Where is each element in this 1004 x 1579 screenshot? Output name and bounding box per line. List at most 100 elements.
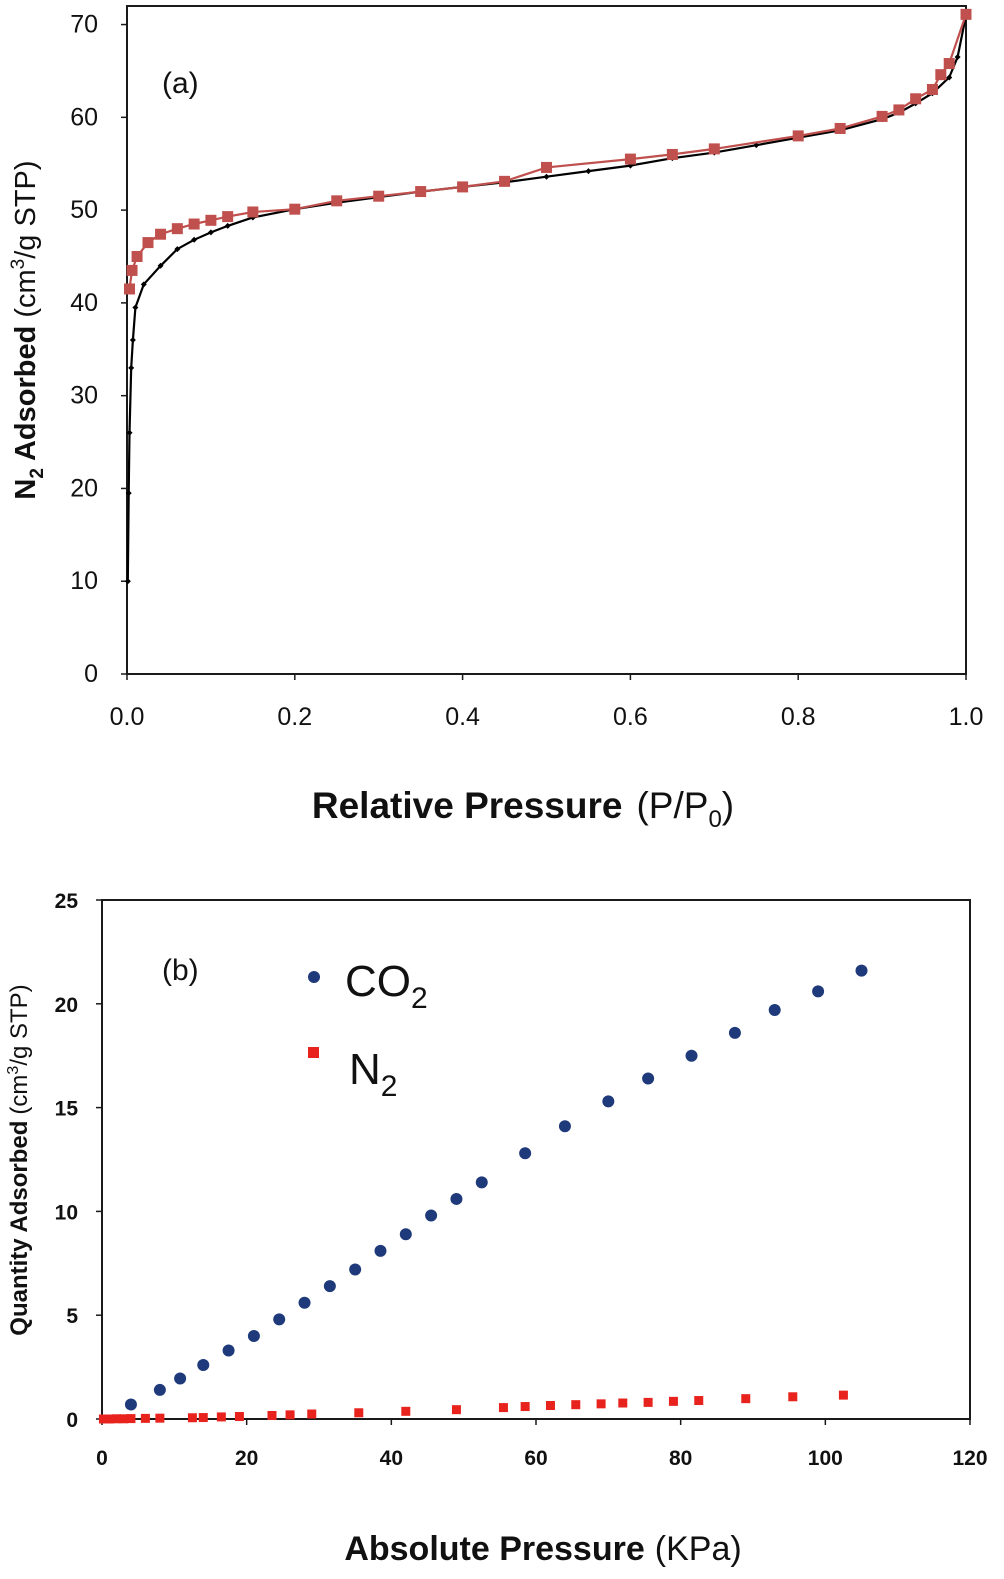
data-point xyxy=(694,1396,704,1406)
data-point xyxy=(132,304,139,311)
data-point xyxy=(267,1410,277,1420)
data-point xyxy=(354,1408,364,1418)
data-point xyxy=(373,190,385,202)
data-point xyxy=(910,93,922,105)
data-point xyxy=(98,1414,108,1424)
y-tick-label: 5 xyxy=(66,1305,78,1328)
data-point xyxy=(425,1209,438,1222)
x-tick-label: 60 xyxy=(524,1447,547,1470)
x-tick-label: 80 xyxy=(669,1447,692,1470)
data-point xyxy=(323,1280,336,1293)
data-point xyxy=(812,985,825,998)
data-point xyxy=(349,1263,362,1276)
series-n2 xyxy=(98,1390,848,1424)
data-point xyxy=(126,264,138,276)
data-point xyxy=(111,1414,121,1424)
y-tick-label: 60 xyxy=(70,103,98,131)
panel-label-a: (a) xyxy=(162,67,199,100)
x-tick-label: 0.8 xyxy=(781,703,816,731)
data-point xyxy=(188,218,200,230)
x-tick-label: 120 xyxy=(952,1447,987,1470)
data-point xyxy=(642,1072,655,1085)
data-point xyxy=(954,54,961,61)
y-tick-label: 30 xyxy=(70,382,98,410)
data-point xyxy=(273,1313,286,1326)
series-line-adsorption xyxy=(126,15,968,582)
y-tick-label: 10 xyxy=(70,567,98,595)
data-point xyxy=(450,1192,463,1205)
plot-frame-a xyxy=(126,5,967,675)
data-point xyxy=(140,1413,150,1423)
data-point xyxy=(893,104,905,116)
data-point xyxy=(126,1414,136,1424)
data-point xyxy=(926,84,938,95)
data-point xyxy=(207,229,214,236)
data-point xyxy=(331,195,343,207)
data-point xyxy=(157,262,164,269)
data-point xyxy=(171,223,183,235)
data-point xyxy=(728,1026,741,1039)
data-point xyxy=(943,58,955,70)
data-point xyxy=(197,1359,210,1372)
x-tick-label: 0.2 xyxy=(277,703,312,731)
chart-panel-b: 0 20 40 60 80 100 120 0 5 10 15 20 25 (b) CO2 N2 Abs… xyxy=(5,890,988,1568)
data-point xyxy=(128,364,135,371)
data-point xyxy=(205,214,217,226)
data-point xyxy=(768,1004,781,1017)
y-tick-label: 20 xyxy=(55,994,78,1017)
data-point xyxy=(741,1394,751,1404)
data-point xyxy=(374,1244,387,1257)
data-point xyxy=(415,186,427,198)
legend-label-n2: N2 xyxy=(349,1045,397,1103)
data-point xyxy=(289,203,301,215)
x-tick-label: 0.6 xyxy=(613,703,648,731)
data-point xyxy=(792,130,804,142)
x-tick-label: 0.4 xyxy=(445,703,480,731)
data-point xyxy=(224,222,231,229)
data-point xyxy=(960,8,972,20)
data-point xyxy=(545,1401,555,1411)
x-axis-title-a: Relative Pressure (P/P0) xyxy=(312,785,734,833)
data-point xyxy=(124,1398,137,1411)
data-point xyxy=(666,148,678,160)
data-point xyxy=(222,1344,235,1357)
plot-frame-b xyxy=(101,899,971,1420)
data-point xyxy=(618,1398,628,1408)
data-point xyxy=(153,1383,166,1396)
data-point xyxy=(131,251,143,262)
y-tick-label: 70 xyxy=(70,11,98,39)
data-point xyxy=(104,1414,114,1424)
y-tick-label: 0 xyxy=(84,660,98,688)
series-co2 xyxy=(124,964,868,1411)
data-point xyxy=(222,211,234,223)
y-tick-label: 15 xyxy=(55,1098,79,1121)
data-point xyxy=(187,1413,197,1423)
y-tick-label: 20 xyxy=(70,474,98,502)
chart-panel-a: 0.0 0.2 0.4 0.6 0.8 1.0 0 10 20 30 40 50 60 70 (a) Re… xyxy=(8,5,983,833)
data-point xyxy=(155,1413,165,1423)
y-tick-label: 0 xyxy=(66,1409,78,1432)
data-point xyxy=(451,1405,461,1415)
data-point xyxy=(124,283,136,295)
data-point xyxy=(585,168,592,175)
legend-b: CO2 N2 xyxy=(308,957,428,1103)
data-point xyxy=(129,337,136,343)
y-tick-label: 40 xyxy=(70,289,98,317)
series-desorption xyxy=(124,8,972,295)
series-group-a xyxy=(124,8,972,585)
data-point xyxy=(558,1120,571,1133)
y-tick-label: 50 xyxy=(70,196,98,224)
data-point xyxy=(216,1412,226,1422)
data-point xyxy=(124,578,131,585)
data-point xyxy=(541,161,552,173)
data-point xyxy=(838,1390,848,1400)
x-tick-label: 40 xyxy=(380,1447,403,1470)
x-tick-label: 0.0 xyxy=(110,703,145,731)
data-point xyxy=(708,143,720,155)
data-point xyxy=(935,69,947,81)
data-point xyxy=(855,964,868,977)
data-point xyxy=(234,1412,244,1422)
data-point xyxy=(475,1176,488,1189)
data-point xyxy=(602,1095,615,1108)
